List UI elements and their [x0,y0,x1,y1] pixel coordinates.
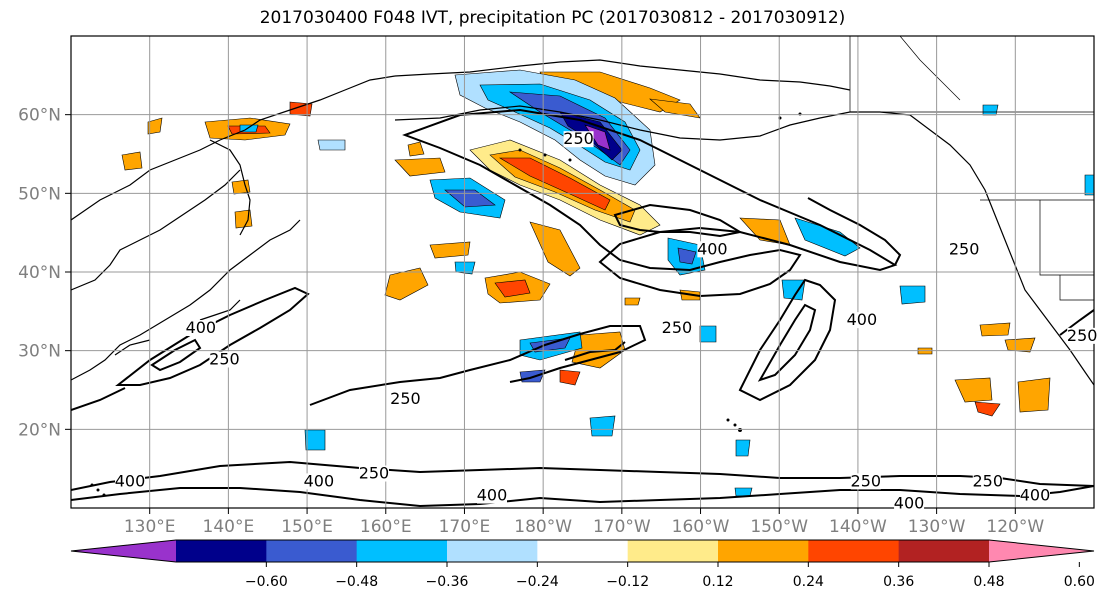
colorbar-segment [447,540,538,562]
colorbar-segment [176,540,267,562]
x-tick-label: 170°W [593,517,651,537]
colorbar-tick-label: 0.24 [793,574,824,590]
ivt-contours [71,108,1094,508]
contour-label: 400 [894,493,925,512]
contour-label-bg [477,487,508,504]
colorbar-tick-label: −0.60 [245,574,288,590]
colorbar-segment [808,540,900,562]
contour-label-bg [972,473,1003,490]
x-tick-label: 160°E [360,517,412,537]
gridlines [71,36,1094,508]
contour-label: 400 [1020,486,1051,505]
colorbar-tick-label: 0.36 [883,574,914,590]
x-tick-label: 140°E [203,517,255,537]
y-tick-label: 40°N [18,263,61,283]
contour-label-bg [1019,487,1050,504]
colorbar-tick-label: 0.48 [973,574,1004,590]
colorbar-labels: −0.60 −0.48 −0.36 −0.24 −0.12 0.12 0.24 0.36 0.4… [245,574,1095,590]
x-tick-label: 150°W [750,517,808,537]
contour-label: 400 [847,310,878,329]
x-tick-label: 140°W [829,517,887,537]
x-tick-label: 170°E [439,517,491,537]
colorbar-tick-label: 0.12 [702,574,733,590]
contour-label: 250 [359,464,390,483]
contour-label: 400 [477,486,508,505]
colorbar-tick-label: 0.60 [1064,574,1095,590]
colorbar-extend-high [989,540,1094,562]
y-tick-label: 20°N [18,420,61,440]
map-title: 2017030400 F048 IVT, precipitation PC (2… [259,8,846,28]
y-tick-label: 30°N [18,342,61,362]
contour-label: 250 [1067,326,1098,345]
x-tick-label: 160°W [672,517,730,537]
contour-label-bg [1067,327,1098,344]
colorbar-extend-low [71,540,176,562]
contour-label: 250 [949,239,980,258]
contour-label-bg [697,241,728,258]
contour-labels: 250 400 250 400 400 250 250 250 400 250 400 400 250 4… [115,129,1098,512]
y-tick-labels: 20°N 30°N 40°N 50°N 60°N [18,106,61,441]
contour-label: 400 [115,471,146,490]
x-tick-label: 130°W [908,517,966,537]
map-area [71,36,1094,508]
contour-label-bg [846,312,877,329]
contour-label-bg [209,351,240,368]
x-tick-label: 150°E [281,517,333,537]
contour-label-bg [303,473,334,490]
axis-ticks [65,114,1016,514]
contour-label-bg [949,241,980,258]
contour-label-bg [358,465,389,482]
contour-label-bg [661,320,692,336]
colorbar-tick-label: −0.12 [606,574,649,590]
precip-negative-shading [239,69,1094,497]
y-tick-label: 50°N [18,184,61,204]
islands [90,112,802,497]
x-tick-label: 130°E [124,517,176,537]
y-tick-label: 60°N [18,106,61,126]
borders [849,36,1094,301]
colorbar-segment [537,540,629,562]
contour-label: 400 [186,318,217,337]
contour-label-bg [185,320,216,336]
contour-label: 400 [304,471,335,490]
x-tick-label: 180°W [514,517,572,537]
colorbar-segment [718,540,809,562]
contour-label: 250 [209,349,240,368]
x-tick-labels: 130°E 140°E 150°E 160°E 170°E 180°W 170°W 160°W… [124,517,1045,537]
contour-label: 250 [563,129,594,148]
contour-label: 250 [851,471,882,490]
contour-label-bg [115,473,146,490]
contour-label: 250 [390,389,421,408]
contour-label-bg [390,390,421,407]
contour-label-bg [563,131,594,148]
contour-label-bg [894,495,925,512]
coastlines [71,59,1094,386]
colorbar-tick-label: −0.36 [426,574,469,590]
contour-label-bg [850,473,881,490]
contour-label: 250 [662,318,693,337]
x-tick-label: 120°W [986,517,1044,537]
colorbar-segment [898,540,990,562]
colorbar-segment [356,540,448,562]
colorbar-tick-label: −0.48 [335,574,378,590]
colorbar-outline [70,539,1095,563]
contour-label: 400 [697,239,728,258]
contour-label: 250 [972,471,1003,490]
colorbar [70,539,1095,567]
colorbar-segment [266,540,358,562]
colorbar-segment [627,540,719,562]
colorbar-tick-label: −0.24 [516,574,559,590]
